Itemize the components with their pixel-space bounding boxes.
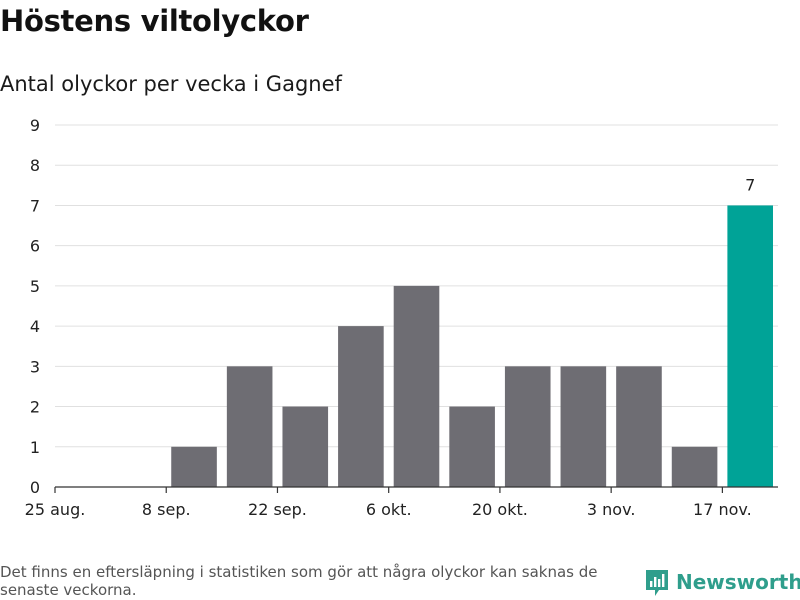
bar-10-nov[interactable] xyxy=(671,446,718,487)
y-tick-label: 5 xyxy=(30,277,40,296)
bar-29-sep[interactable] xyxy=(338,326,384,487)
bar-15-sep[interactable] xyxy=(226,366,273,487)
newsworthy-logo-icon xyxy=(646,570,668,596)
bar-8-sep[interactable] xyxy=(171,446,217,487)
chart-subtitle: Antal olyckor per vecka i Gagnef xyxy=(0,72,342,96)
x-axis: 25 aug. 8 sep. 22 sep. 6 okt. 20 okt. 3 nov. 1… xyxy=(25,486,778,519)
newsworthy-logo[interactable]: Newsworthy xyxy=(644,568,800,600)
y-tick-label: 6 xyxy=(30,237,40,256)
data-label: 7 xyxy=(745,175,755,194)
y-tick-label: 0 xyxy=(30,478,40,497)
y-tick-label: 4 xyxy=(30,317,40,336)
y-tick-label: 7 xyxy=(30,196,40,215)
x-tick-label: 20 okt. xyxy=(472,500,528,519)
data-labels: 7 xyxy=(745,175,755,194)
bars xyxy=(171,205,773,487)
bar-6-okt[interactable] xyxy=(393,285,440,487)
bar-27-okt[interactable] xyxy=(560,366,607,487)
x-tick-label: 25 aug. xyxy=(25,500,86,519)
x-tick-label: 3 nov. xyxy=(587,500,636,519)
logo-name: Newsworthy xyxy=(676,570,800,594)
x-tick-label: 6 okt. xyxy=(366,500,412,519)
x-tick-label: 8 sep. xyxy=(142,500,191,519)
y-tick-label: 9 xyxy=(30,116,40,135)
y-tick-label: 8 xyxy=(30,156,40,175)
y-tick-label: 3 xyxy=(30,357,40,376)
y-tick-label: 2 xyxy=(30,398,40,417)
bar-20-okt[interactable] xyxy=(504,366,551,487)
chart-title: Höstens viltolyckor xyxy=(0,4,309,38)
bar-22-sep[interactable] xyxy=(282,406,329,487)
x-tick-label: 22 sep. xyxy=(248,500,307,519)
bar-17-nov[interactable] xyxy=(727,205,773,487)
y-axis-ticks: 0 1 2 3 4 5 6 7 8 9 xyxy=(30,116,40,497)
bar-13-okt[interactable] xyxy=(449,406,495,487)
x-tick-label: 17 nov. xyxy=(693,500,752,519)
y-tick-label: 1 xyxy=(30,438,40,457)
footnote: Det finns en eftersläpning i statistiken… xyxy=(0,563,598,599)
bar-3-nov[interactable] xyxy=(616,366,662,487)
